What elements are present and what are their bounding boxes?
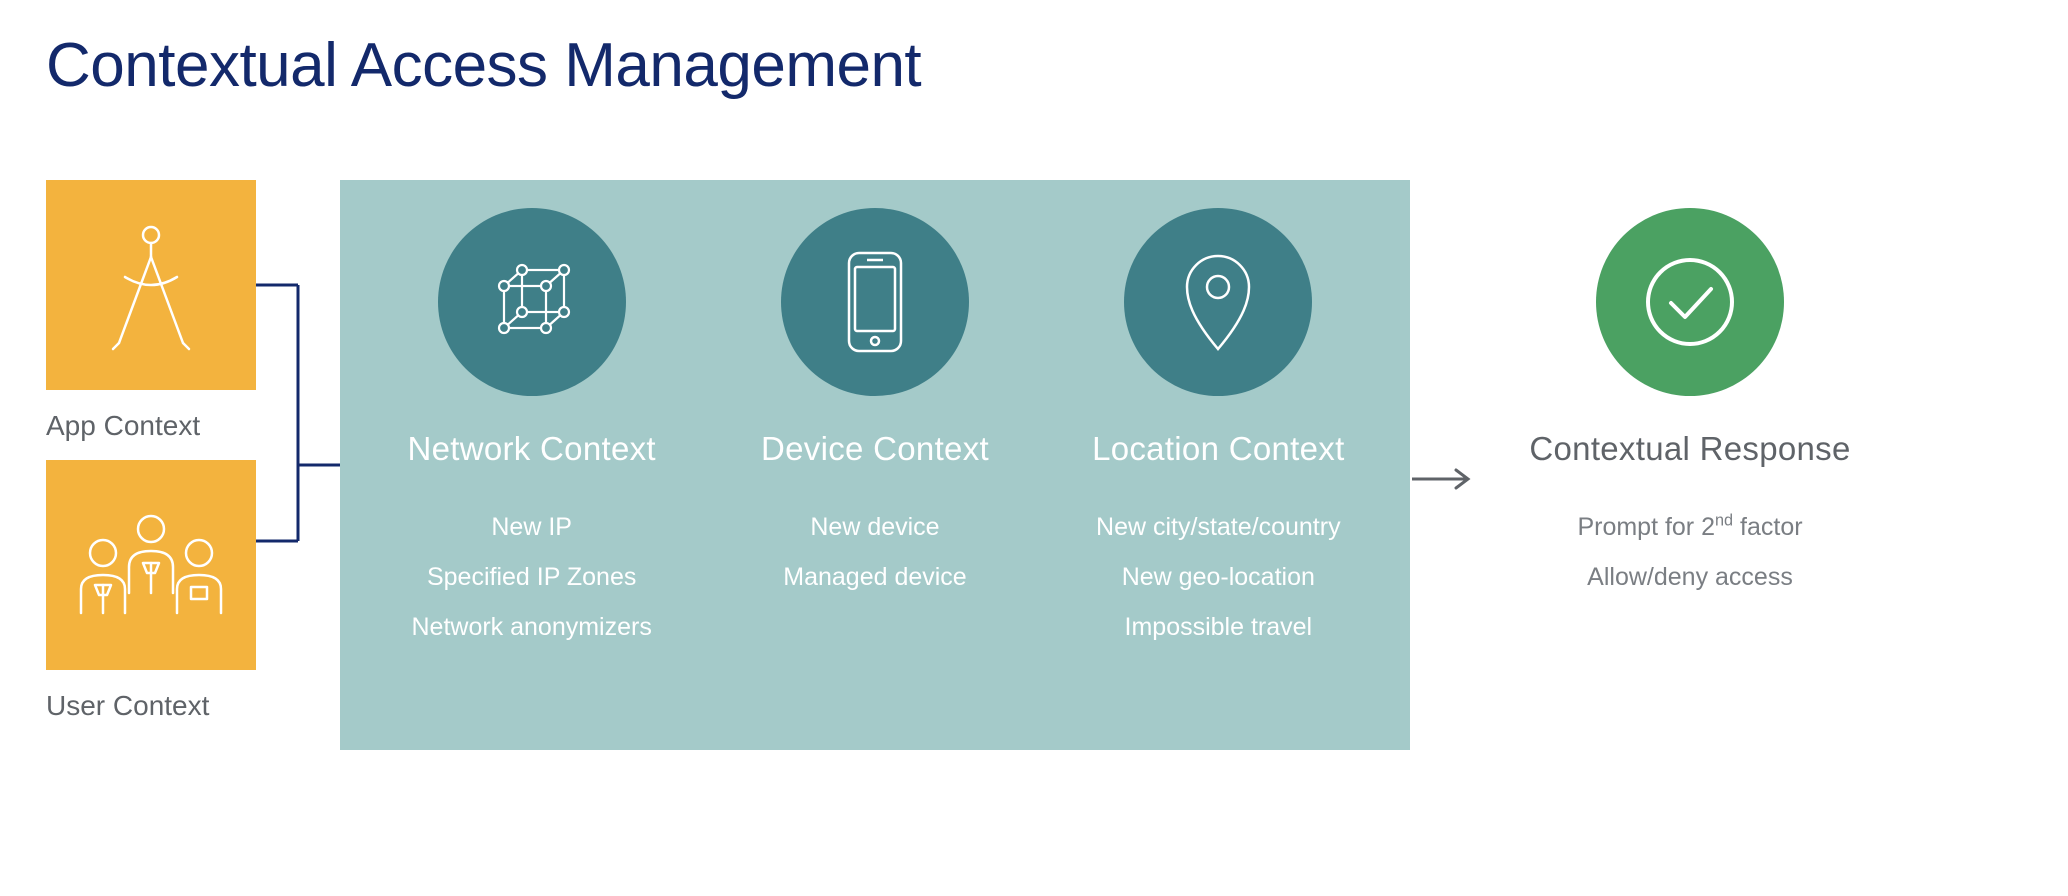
list-item: New device (783, 502, 966, 552)
network-context-items: New IP Specified IP Zones Network anonym… (411, 502, 651, 652)
list-item: Managed device (783, 552, 966, 602)
response-column: Contextual Response Prompt for 2nd facto… (1480, 180, 1900, 602)
phone-icon (835, 247, 915, 357)
app-context-label: App Context (46, 410, 256, 442)
location-context-items: New city/state/country New geo-location … (1096, 502, 1341, 652)
network-context-column: Network Context New IP Specified IP Zone… (360, 208, 703, 750)
list-item: New geo-location (1096, 552, 1341, 602)
response-items: Prompt for 2nd factor Allow/deny access (1577, 502, 1802, 602)
list-item: Specified IP Zones (411, 552, 651, 602)
device-context-items: New device Managed device (783, 502, 966, 602)
context-panel: Network Context New IP Specified IP Zone… (340, 180, 1410, 750)
checkmark-icon (1635, 247, 1745, 357)
people-icon (71, 505, 231, 625)
location-circle (1124, 208, 1312, 396)
response-title: Contextual Response (1529, 430, 1850, 468)
list-item: New IP (411, 502, 651, 552)
arrow-to-response (1412, 467, 1478, 491)
list-item: New city/state/country (1096, 502, 1341, 552)
location-pin-icon (1173, 247, 1263, 357)
list-item: Prompt for 2nd factor (1577, 502, 1802, 552)
device-context-title: Device Context (761, 430, 989, 468)
page-title: Contextual Access Management (46, 30, 921, 101)
user-context-tile (46, 460, 256, 670)
location-context-column: Location Context New city/state/country … (1047, 208, 1390, 750)
response-circle (1596, 208, 1784, 396)
list-item: Allow/deny access (1577, 552, 1802, 602)
location-context-title: Location Context (1092, 430, 1344, 468)
device-circle (781, 208, 969, 396)
network-context-title: Network Context (407, 430, 655, 468)
compass-icon (91, 215, 211, 355)
network-icon (482, 252, 582, 352)
list-item: Network anonymizers (411, 602, 651, 652)
list-item: Impossible travel (1096, 602, 1341, 652)
app-context-tile (46, 180, 256, 390)
device-context-column: Device Context New device Managed device (703, 208, 1046, 750)
network-circle (438, 208, 626, 396)
left-context-column: App Context User Context (46, 180, 256, 726)
user-context-label: User Context (46, 690, 256, 722)
left-connector (256, 180, 342, 750)
